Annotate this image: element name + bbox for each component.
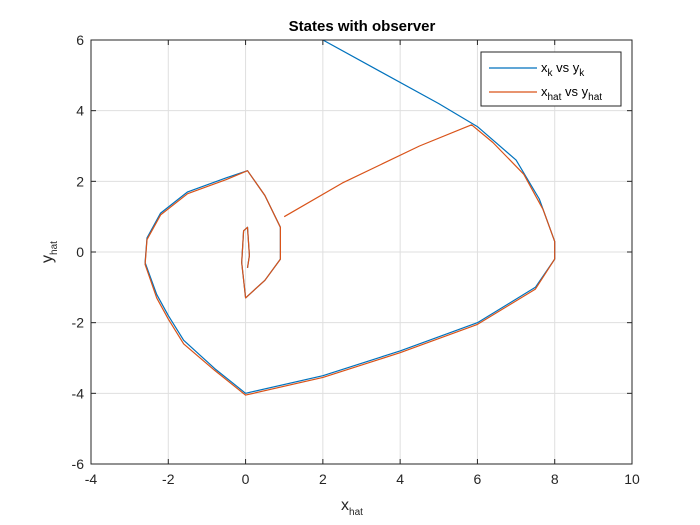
y-tick-label: 2	[76, 173, 84, 189]
chart-title: States with observer	[289, 18, 436, 35]
x-axis-label-sub: hat	[349, 507, 363, 518]
x-tick-label: -4	[85, 471, 98, 487]
series-lines	[144, 40, 556, 396]
x-tick-label: 4	[396, 471, 404, 487]
ticks	[90, 39, 633, 465]
x-tick-label: 6	[474, 471, 482, 487]
grid	[91, 40, 632, 464]
x-tick-label: 0	[242, 471, 250, 487]
y-tick-label: 0	[76, 244, 84, 260]
x-tick-label: 10	[624, 471, 640, 487]
x-tick-label: 2	[319, 471, 327, 487]
legend-box	[480, 51, 622, 107]
x-tick-label: -2	[162, 471, 175, 487]
x-axis-label-base: x	[341, 497, 349, 514]
x-axis-label: xhat	[341, 497, 363, 518]
legend: xk vs yk xhat vs yhat	[480, 51, 622, 107]
y-axis-label-base: y	[39, 255, 56, 263]
legend-entry-xhat: xhat vs yhat	[541, 84, 602, 103]
y-tick-label: 4	[76, 103, 84, 119]
y-tick-label: -4	[72, 385, 85, 401]
series-line-xhat	[144, 124, 556, 396]
y-tick-label: 6	[76, 32, 84, 48]
y-axis-label-sub: hat	[49, 241, 60, 255]
x-tick-label: 8	[551, 471, 559, 487]
y-tick-label: -2	[72, 315, 85, 331]
legend-entry-xk: xk vs yk	[541, 60, 585, 79]
y-tick-label: -6	[72, 456, 85, 472]
y-axis-label: yhat	[39, 241, 60, 263]
